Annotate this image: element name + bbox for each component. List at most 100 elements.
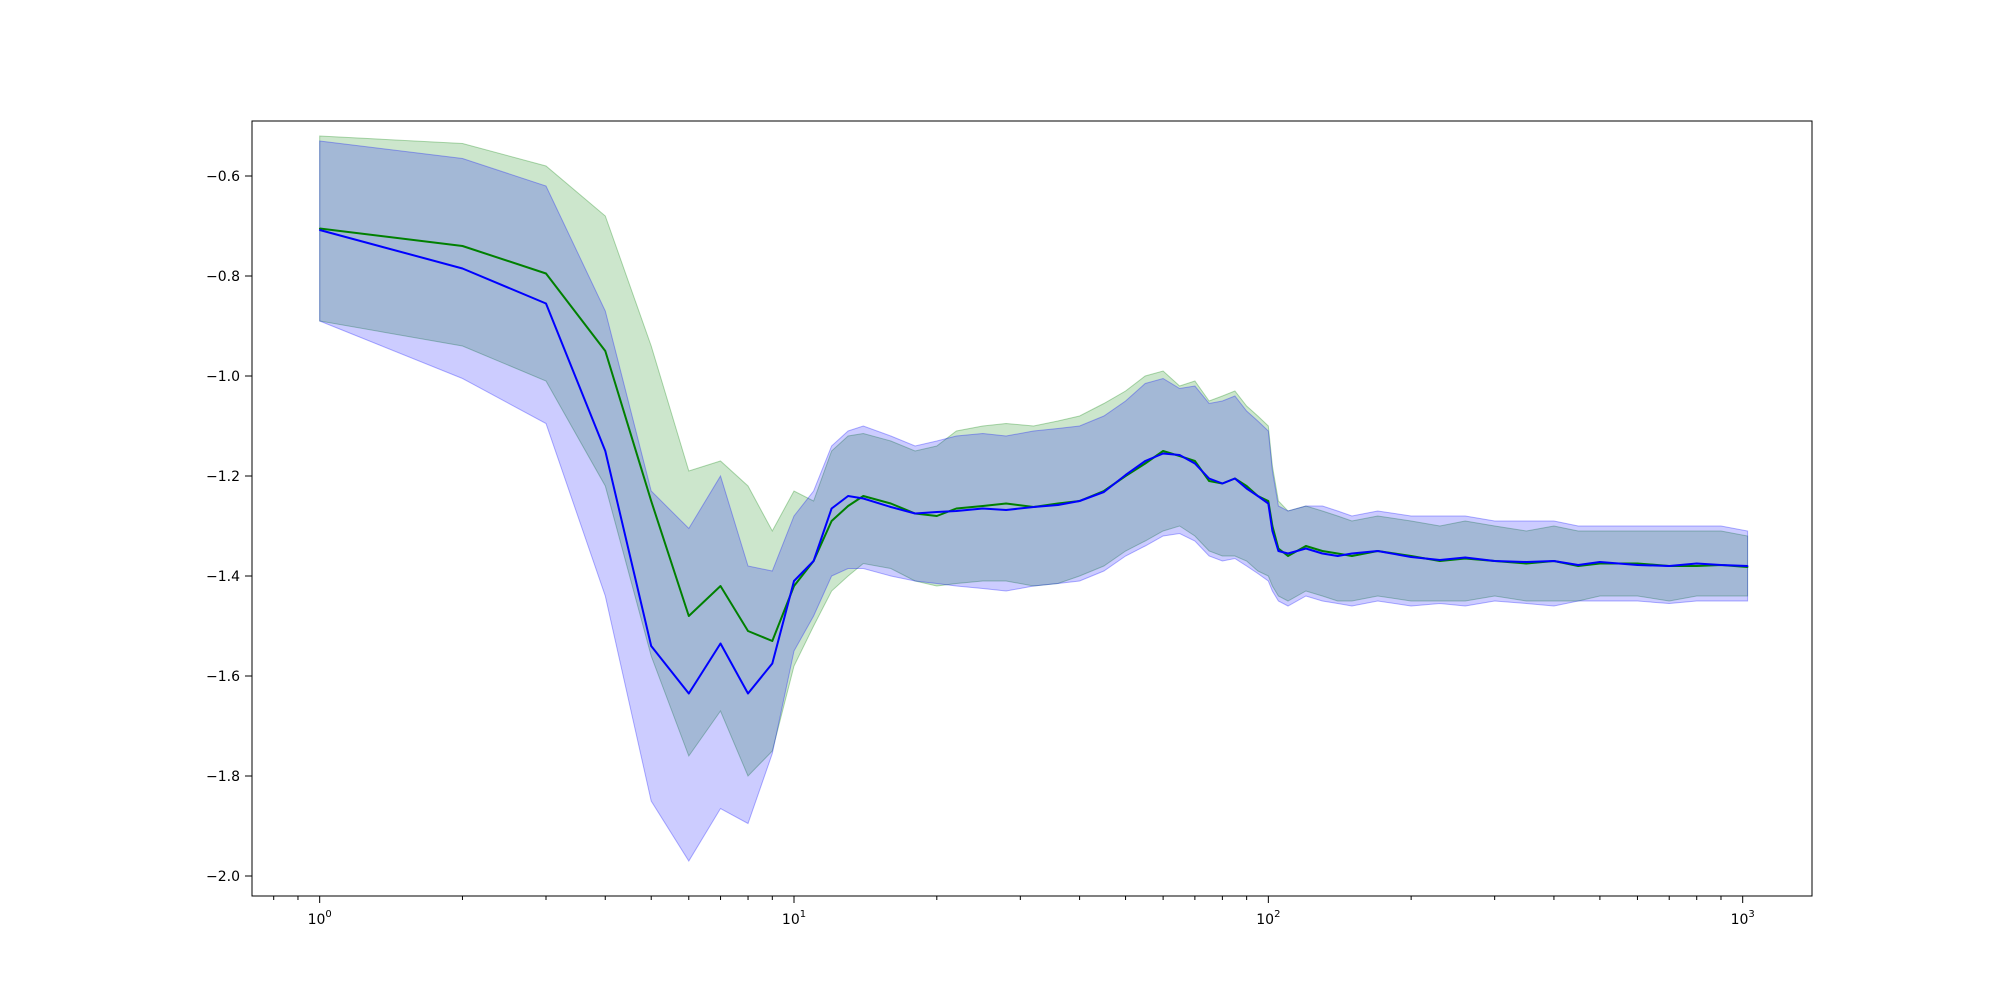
point-series-2 <box>1208 477 1210 480</box>
x-axis: 100 101 102 103 <box>273 896 1755 928</box>
point-series-2 <box>1267 502 1270 505</box>
point-series-2 <box>1271 530 1274 532</box>
point-series-2 <box>1553 560 1555 562</box>
point-series-2 <box>955 510 958 512</box>
point-series-2 <box>1525 561 1528 563</box>
point-series-1 <box>1599 562 1601 565</box>
point-series-2 <box>1336 555 1339 557</box>
band-series-1 <box>319 135 1749 777</box>
y-tick-label: −2.0 <box>206 869 240 885</box>
point-series-1 <box>847 505 849 507</box>
point-series-2 <box>1057 504 1059 506</box>
point-series-2 <box>1245 487 1248 490</box>
point-series-2 <box>812 560 815 562</box>
point-series-1 <box>545 272 547 275</box>
point-series-2 <box>1162 452 1164 455</box>
point-series-1 <box>1287 555 1289 557</box>
point-series-2 <box>1577 564 1579 566</box>
point-series-2 <box>1178 454 1181 456</box>
point-series-2 <box>1464 556 1466 559</box>
point-series-2 <box>1746 565 1749 567</box>
point-series-2 <box>1695 562 1698 565</box>
point-series-1 <box>1194 460 1196 462</box>
point-series-2 <box>1599 561 1601 563</box>
point-series-1 <box>604 350 607 352</box>
point-series-2 <box>747 692 749 695</box>
y-tick-label: −1.0 <box>206 369 240 385</box>
point-series-2 <box>688 692 690 695</box>
y-tick-label: −1.4 <box>206 569 240 585</box>
point-series-2 <box>1351 552 1353 555</box>
point-series-2 <box>1305 547 1307 550</box>
point-series-1 <box>1144 462 1146 465</box>
line-series-2 <box>319 229 1748 695</box>
point-series-1 <box>1336 552 1339 555</box>
point-series-1 <box>318 227 321 230</box>
point-series-2 <box>1032 506 1035 508</box>
point-series-2 <box>847 495 849 497</box>
point-series-2 <box>545 302 547 305</box>
point-series-2 <box>1103 491 1105 493</box>
point-series-1 <box>955 507 958 510</box>
y-tick-label: −0.6 <box>206 169 240 185</box>
point-series-2 <box>1410 556 1412 558</box>
point-series-1 <box>982 505 984 507</box>
point-series-2 <box>461 267 464 270</box>
point-series-2 <box>1287 552 1289 555</box>
point-series-2 <box>1636 564 1639 566</box>
point-series-1 <box>830 520 833 522</box>
point-series-2 <box>604 450 607 452</box>
point-series-2 <box>318 229 321 231</box>
point-series-1 <box>1695 565 1698 567</box>
point-series-2 <box>1078 500 1081 502</box>
point-series-2 <box>1277 550 1280 552</box>
point-series-2 <box>1124 474 1127 476</box>
x-tick-label: 101 <box>782 909 806 928</box>
point-series-2 <box>1439 559 1441 561</box>
x-tick-label: 103 <box>1731 909 1755 928</box>
point-series-2 <box>914 512 916 515</box>
point-series-1 <box>1305 545 1307 547</box>
point-series-1 <box>1321 550 1324 552</box>
y-tick-label: −1.8 <box>206 769 240 785</box>
point-series-2 <box>650 645 652 647</box>
y-tick-label: −1.6 <box>206 669 240 685</box>
point-series-2 <box>890 506 892 508</box>
point-series-1 <box>1351 555 1353 557</box>
point-series-1 <box>862 495 865 497</box>
series-lines <box>318 227 1749 695</box>
point-series-1 <box>1245 485 1248 487</box>
point-series-2 <box>1234 477 1236 480</box>
point-series-2 <box>1720 564 1722 566</box>
point-series-1 <box>1162 450 1164 452</box>
point-series-1 <box>747 630 749 632</box>
point-series-2 <box>771 662 774 665</box>
point-series-1 <box>1267 500 1270 502</box>
point-series-2 <box>719 642 722 645</box>
point-series-1 <box>1525 562 1528 565</box>
y-tick-label: −1.2 <box>206 469 240 485</box>
point-series-2 <box>1493 560 1496 562</box>
confidence-bands <box>319 135 1749 862</box>
point-series-2 <box>1005 509 1007 511</box>
point-series-1 <box>650 500 652 502</box>
point-series-1 <box>719 585 722 587</box>
point-series-1 <box>461 245 464 247</box>
point-series-2 <box>1194 462 1196 465</box>
point-series-1 <box>890 502 892 505</box>
y-tick-label: −0.8 <box>206 269 240 285</box>
point-series-2 <box>862 497 865 500</box>
x-tick-label: 100 <box>308 909 332 928</box>
point-series-2 <box>1321 552 1324 555</box>
point-series-2 <box>982 507 984 510</box>
point-series-1 <box>1057 502 1059 505</box>
point-series-2 <box>936 511 938 513</box>
point-series-1 <box>936 515 938 517</box>
point-series-1 <box>1208 480 1210 482</box>
point-series-2 <box>793 580 795 582</box>
band-series-2 <box>319 140 1749 862</box>
point-series-2 <box>1257 495 1259 497</box>
point-series-2 <box>1668 565 1670 567</box>
point-series-1 <box>1636 562 1639 565</box>
